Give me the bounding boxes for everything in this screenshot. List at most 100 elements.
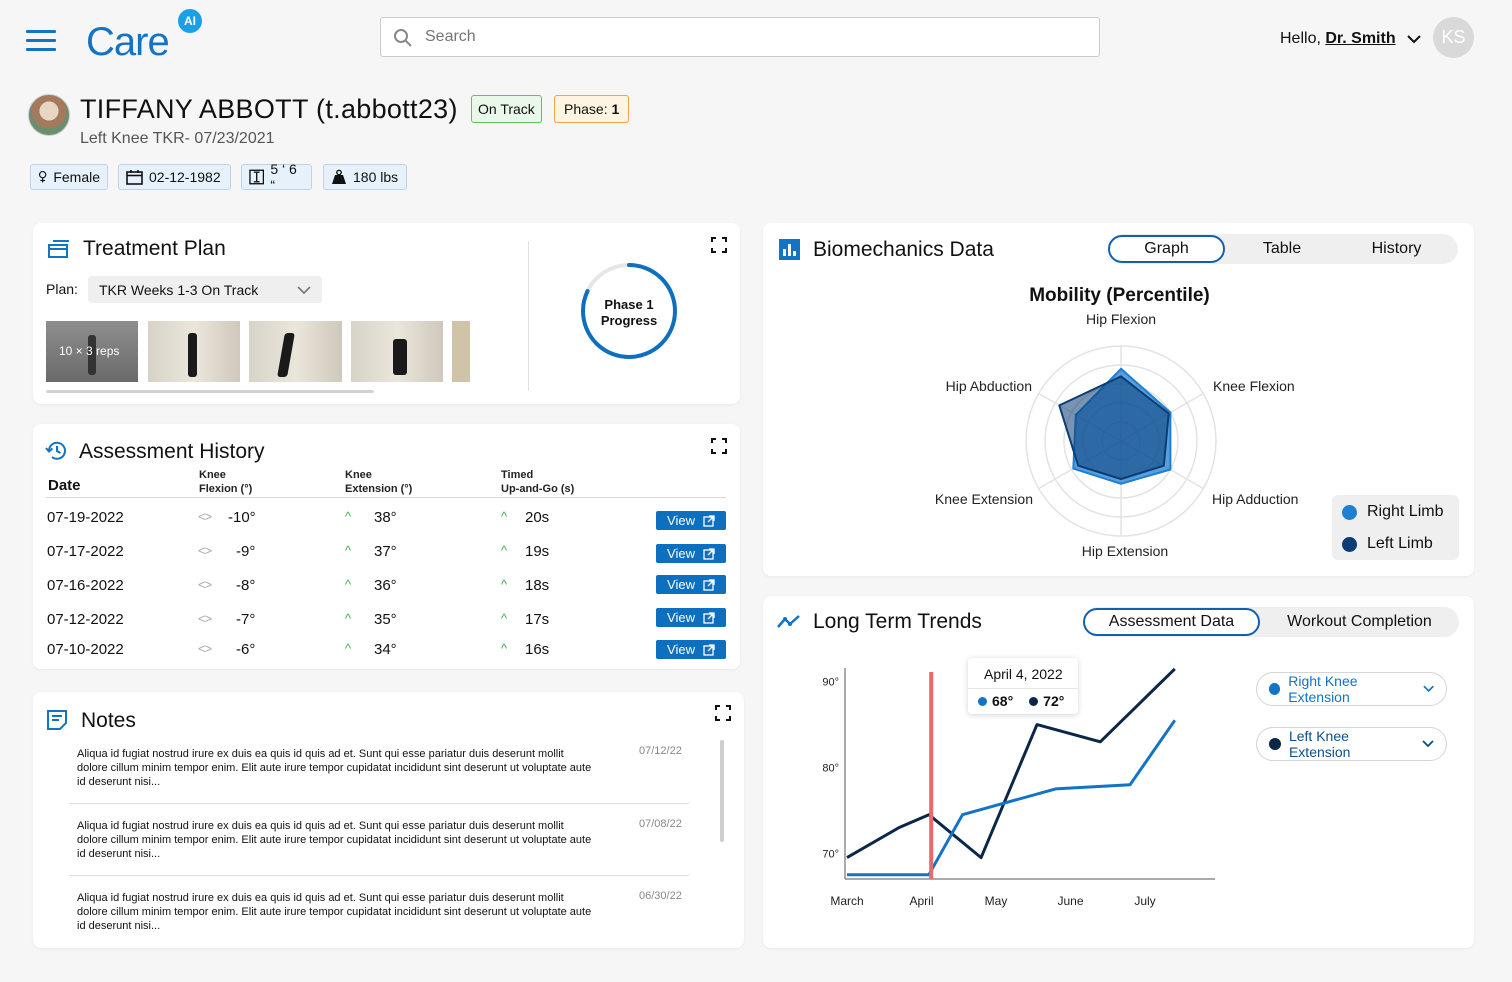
row-tug: 17s (525, 611, 550, 628)
search-icon (394, 29, 412, 47)
gender-text: Female (53, 169, 100, 185)
series-dropdown-left-knee[interactable]: Left Knee Extension (1256, 727, 1447, 761)
expand-icon[interactable] (711, 438, 727, 454)
neutral-icon: <> (198, 509, 212, 524)
trend-up-icon: ^ (345, 641, 352, 656)
exercise-thumbnail[interactable]: 10 × 3 reps (46, 321, 138, 382)
column-header-tug: Timed Up-and-Go (s) (501, 468, 574, 496)
neutral-icon: <> (198, 611, 212, 626)
notes-scrollbar[interactable] (720, 740, 724, 842)
logo[interactable]: Care AI (86, 9, 206, 66)
user-menu[interactable]: Hello, Dr. Smith (1280, 28, 1422, 50)
height-icon (249, 169, 265, 185)
row-extension: 38° (374, 509, 397, 526)
plan-label: Plan: (46, 281, 78, 297)
exercise-thumbnail[interactable] (351, 321, 443, 382)
exercise-thumbnail[interactable] (148, 321, 240, 382)
avatar[interactable]: KS (1433, 17, 1474, 58)
menu-icon[interactable] (26, 30, 56, 52)
row-date: 07-12-2022 (47, 611, 124, 628)
expand-icon[interactable] (715, 705, 731, 721)
plan-select[interactable]: TKR Weeks 1-3 On Track (88, 276, 322, 303)
legend-dot (978, 696, 987, 706)
legend-dot (1029, 696, 1039, 706)
thumbnail-scrollbar[interactable] (46, 390, 374, 393)
phase-progress-ring (581, 263, 677, 359)
legend-item-right-limb[interactable]: Right Limb (1342, 503, 1443, 521)
radar-series-left-limb (1058, 375, 1170, 480)
x-tick-label: March (830, 894, 863, 908)
view-label: View (667, 642, 695, 657)
tab-label: Graph (1144, 240, 1189, 257)
trends-tabs: Assessment Data Workout Completion (1083, 607, 1459, 637)
external-link-icon (703, 514, 715, 527)
trend-up-icon: ^ (501, 641, 508, 656)
note-text: Aliqua id fugiat nostrud irure ex duis e… (77, 748, 592, 788)
note-date: 07/08/22 (639, 818, 682, 830)
y-tick-label: 70° (822, 848, 839, 860)
view-button[interactable]: View (656, 544, 726, 563)
status-badge: On Track (471, 95, 542, 123)
assessment-history-card: Assessment History Date Knee Flexion (°)… (33, 424, 740, 669)
notes-card: Notes Aliqua id fugiat nostrud irure ex … (33, 692, 744, 948)
radar-axis-label: Hip Extension (1082, 543, 1168, 559)
view-button[interactable]: View (656, 608, 726, 627)
series-dropdown-right-knee[interactable]: Right Knee Extension (1256, 672, 1447, 706)
exercise-thumbnail[interactable] (249, 321, 342, 382)
patient-subtitle: Left Knee TKR- 07/23/2021 (80, 130, 275, 147)
radar-axis-label: Hip Flexion (1086, 311, 1156, 327)
plan-select-value: TKR Weeks 1-3 On Track (99, 281, 259, 298)
progress-label: Phase 1 Progress (579, 297, 679, 329)
chevron-down-icon (1423, 685, 1434, 693)
thumbnail-caption: 10 × 3 reps (59, 344, 120, 358)
trend-up-icon: ^ (501, 577, 508, 592)
legend-label: Right Limb (1367, 503, 1444, 520)
view-button[interactable]: View (656, 575, 726, 594)
weight-text: 180 lbs (353, 169, 399, 185)
x-tick-label: July (1134, 894, 1155, 908)
trend-up-icon: ^ (345, 543, 352, 558)
tooltip-divider (968, 688, 1078, 689)
radar-axis-label: Knee Flexion (1213, 378, 1295, 394)
tab-table[interactable]: Table (1225, 235, 1339, 263)
tooltip-left-value: 72° (1043, 693, 1065, 709)
note-divider (69, 875, 689, 876)
figure-silhouette (88, 335, 96, 375)
y-tick-label: 80° (822, 763, 839, 775)
trend-up-icon: ^ (501, 509, 508, 524)
legend-item-left-limb[interactable]: Left Limb (1342, 535, 1433, 553)
figure-silhouette (277, 333, 295, 377)
dob-tag: 02-12-1982 (118, 164, 231, 190)
tab-workout-completion[interactable]: Workout Completion (1260, 608, 1459, 636)
legend-dot (1269, 738, 1281, 750)
progress-line2: Progress (600, 313, 658, 328)
view-button[interactable]: View (656, 640, 726, 659)
assessment-history-title: Assessment History (79, 440, 265, 463)
female-icon (38, 170, 47, 183)
expand-icon[interactable] (711, 237, 727, 253)
header-divider (46, 497, 726, 498)
row-flexion: -6° (236, 641, 256, 658)
view-button[interactable]: View (656, 511, 726, 530)
exercise-thumbnail[interactable] (452, 321, 470, 382)
trend-up-icon: ^ (345, 577, 352, 592)
search-input[interactable] (425, 26, 1065, 48)
table-row: 07-17-2022 <> -9° ^ 37° ^ 19s (33, 537, 739, 567)
search-bar[interactable] (380, 17, 1100, 57)
trend-up-icon: ^ (501, 611, 508, 626)
patient-name: TIFFANY ABBOTT (t.abbott23) (80, 94, 458, 124)
column-header-knee-flexion: Knee Flexion (°) (199, 468, 252, 496)
external-link-icon (703, 547, 715, 560)
avatar-initials: KS (1441, 27, 1466, 47)
tab-graph[interactable]: Graph (1108, 235, 1225, 263)
table-row: 07-12-2022 <> -7° ^ 35° ^ 17s (33, 605, 739, 635)
x-tick-label: May (985, 894, 1008, 908)
line-chart: 70° 80° 90° March April May June July (822, 667, 1215, 908)
tab-history[interactable]: History (1339, 235, 1454, 263)
y-tick-label: 90° (822, 677, 839, 689)
chevron-down-icon (1422, 740, 1434, 748)
tab-label: Assessment Data (1108, 613, 1235, 630)
tab-assessment-data[interactable]: Assessment Data (1083, 608, 1260, 636)
bar-chart-icon (779, 239, 800, 260)
treatment-plan-card: Treatment Plan Plan: TKR Weeks 1-3 On Tr… (33, 223, 740, 404)
